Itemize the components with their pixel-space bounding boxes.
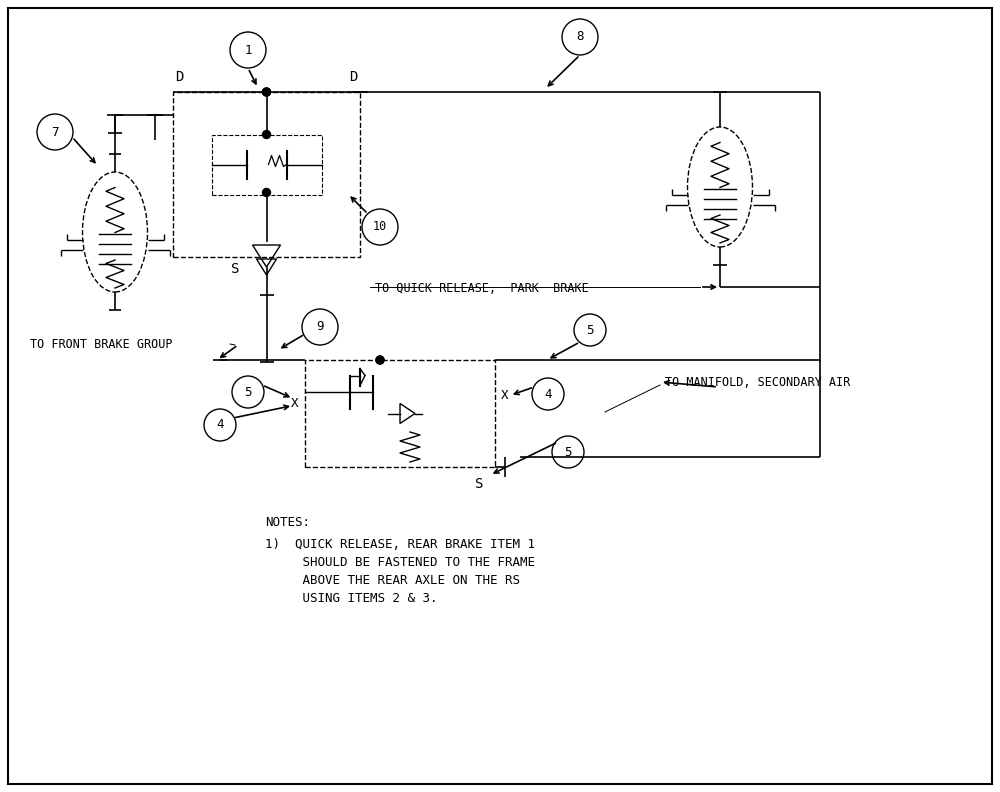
Circle shape — [262, 88, 270, 96]
Bar — [305, 360, 495, 467]
Text: X: X — [291, 397, 299, 410]
Text: D: D — [350, 70, 358, 84]
Circle shape — [376, 356, 384, 364]
Text: TO MANIFOLD, SECONDARY AIR: TO MANIFOLD, SECONDARY AIR — [665, 375, 850, 389]
Circle shape — [262, 131, 270, 139]
Text: 8: 8 — [576, 31, 584, 44]
Text: D: D — [175, 70, 183, 84]
Text: USING ITEMS 2 & 3.: USING ITEMS 2 & 3. — [265, 592, 438, 604]
Text: X: X — [501, 389, 509, 402]
Text: S: S — [232, 262, 240, 276]
Text: 5: 5 — [586, 323, 594, 337]
Circle shape — [376, 356, 384, 364]
Text: 1)  QUICK RELEASE, REAR BRAKE ITEM 1: 1) QUICK RELEASE, REAR BRAKE ITEM 1 — [265, 538, 535, 550]
Text: S: S — [475, 477, 483, 491]
Text: 1: 1 — [244, 44, 252, 56]
Bar — [212, 135, 322, 195]
Text: 5: 5 — [564, 445, 572, 459]
Circle shape — [262, 188, 270, 196]
Text: 7: 7 — [51, 125, 59, 139]
Text: TO FRONT BRAKE GROUP: TO FRONT BRAKE GROUP — [30, 337, 173, 351]
Bar — [173, 92, 360, 257]
Circle shape — [262, 88, 270, 96]
Text: 9: 9 — [316, 321, 324, 333]
Text: 4: 4 — [544, 387, 552, 401]
Text: 4: 4 — [216, 418, 224, 432]
Text: NOTES:: NOTES: — [265, 516, 310, 528]
Text: SHOULD BE FASTENED TO THE FRAME: SHOULD BE FASTENED TO THE FRAME — [265, 555, 535, 569]
Text: 10: 10 — [373, 220, 387, 234]
Text: ABOVE THE REAR AXLE ON THE RS: ABOVE THE REAR AXLE ON THE RS — [265, 573, 520, 587]
Text: 5: 5 — [244, 386, 252, 398]
Text: TO QUICK RELEASE,  PARK  BRAKE: TO QUICK RELEASE, PARK BRAKE — [375, 283, 589, 295]
